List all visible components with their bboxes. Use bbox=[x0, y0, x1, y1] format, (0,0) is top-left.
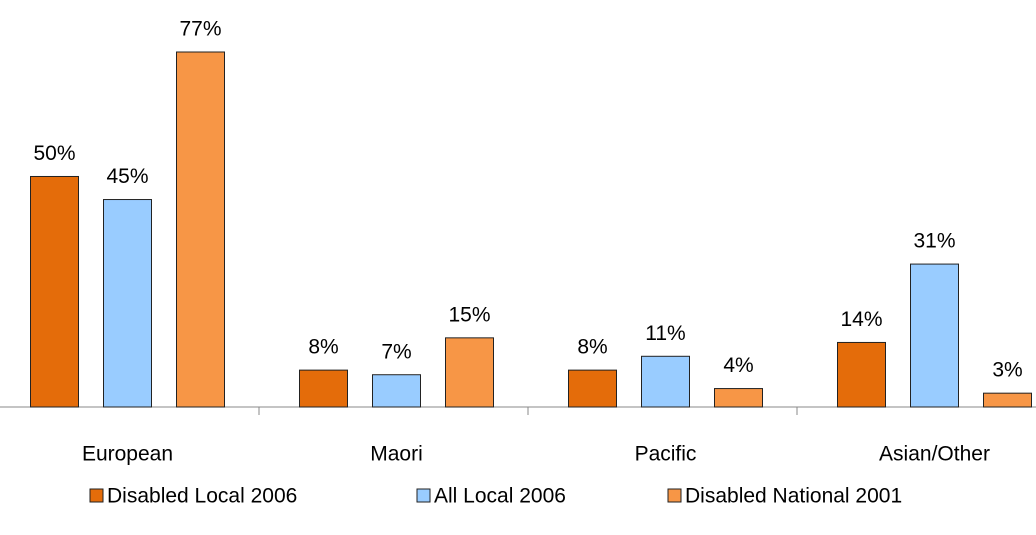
bar bbox=[837, 341, 886, 408]
bar bbox=[445, 337, 494, 408]
data-label: 77% bbox=[179, 18, 221, 41]
data-label: 8% bbox=[308, 336, 338, 359]
data-label: 7% bbox=[381, 340, 411, 363]
data-label: 45% bbox=[106, 165, 148, 188]
bar bbox=[983, 392, 1032, 408]
data-label: 8% bbox=[577, 336, 607, 359]
data-label: 31% bbox=[913, 230, 955, 253]
bar bbox=[910, 263, 959, 408]
data-label: 50% bbox=[33, 142, 75, 165]
data-label: 14% bbox=[840, 308, 882, 331]
legend-swatch bbox=[89, 488, 104, 503]
data-label: 3% bbox=[992, 359, 1022, 382]
data-label: 11% bbox=[645, 322, 685, 345]
x-tick-label: Asian/Other bbox=[879, 443, 990, 466]
legend-label: All Local 2006 bbox=[434, 485, 566, 508]
data-label: 4% bbox=[723, 354, 753, 377]
bar bbox=[176, 51, 225, 408]
legend-label: Disabled Local 2006 bbox=[107, 485, 297, 508]
bar bbox=[30, 175, 79, 408]
x-tick-label: European bbox=[82, 443, 173, 466]
legend-label: Disabled National 2001 bbox=[685, 485, 902, 508]
legend-swatch bbox=[667, 488, 682, 503]
bar bbox=[641, 355, 690, 408]
bar bbox=[372, 374, 421, 408]
x-tick-label: Maori bbox=[370, 443, 423, 466]
bar bbox=[103, 199, 152, 408]
x-tick-label: Pacific bbox=[635, 443, 697, 466]
legend-swatch bbox=[416, 488, 431, 503]
data-label: 15% bbox=[448, 303, 490, 326]
bar bbox=[568, 369, 617, 408]
bar bbox=[299, 369, 348, 408]
bar bbox=[714, 388, 763, 408]
